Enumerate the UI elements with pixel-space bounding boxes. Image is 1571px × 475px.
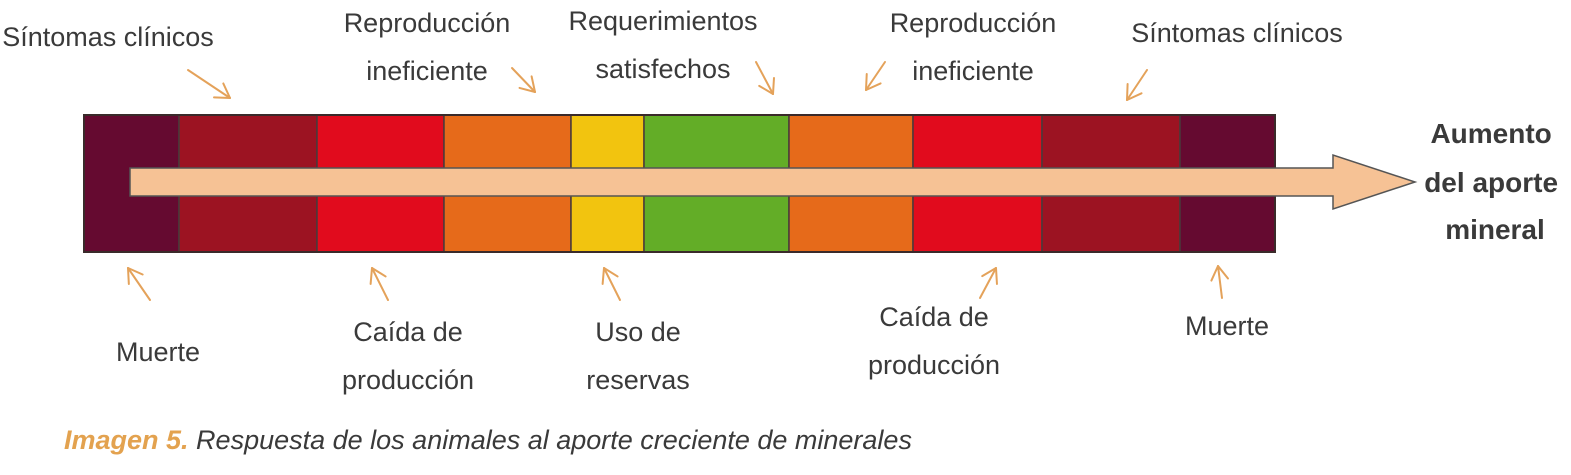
figure-caption: Imagen 5. Respuesta de los animales al a…	[64, 425, 912, 456]
top-label-line: ineficiente	[912, 56, 1034, 86]
bottom-label: Muerte	[1185, 311, 1269, 341]
arrow-label-line-2: del aporte	[1424, 167, 1558, 198]
arrow-label-line-3: mineral	[1445, 214, 1545, 245]
top-label-line: satisfechos	[595, 54, 730, 84]
pointer-arrows	[127, 61, 1229, 301]
bottom-label-line: reservas	[586, 365, 690, 395]
bottom-label-line: Muerte	[116, 337, 200, 367]
pointer-arrow	[187, 69, 231, 99]
pointer-arrow	[369, 267, 389, 301]
pointer-arrow	[1210, 265, 1229, 299]
bottom-label-line: Uso de	[595, 317, 681, 347]
increase-arrow	[129, 153, 1418, 211]
top-label: Síntomas clínicos	[1131, 18, 1343, 48]
bottom-label-line: producción	[342, 365, 474, 395]
top-label-line: Reproducción	[344, 8, 511, 38]
top-label-line: Síntomas clínicos	[2, 22, 214, 52]
bottom-label: Caída de producción	[868, 302, 1000, 380]
bottom-label-line: Muerte	[1185, 311, 1269, 341]
top-label: Requerimientos satisfechos	[568, 6, 757, 84]
bottom-label-line: Caída de	[879, 302, 989, 332]
top-label-line: Síntomas clínicos	[1131, 18, 1343, 48]
bottom-label: Muerte	[116, 337, 200, 367]
pointer-arrow	[127, 267, 151, 301]
top-label: Síntomas clínicos	[2, 22, 214, 52]
top-label: Reproducción ineficiente	[890, 8, 1057, 86]
caption-text: Respuesta de los animales al aporte crec…	[188, 425, 912, 455]
bottom-label-line: Caída de	[353, 317, 463, 347]
bottom-label: Caída de producción	[342, 317, 474, 395]
pointer-arrow	[979, 267, 998, 299]
arrow-label-line-1: Aumento	[1430, 118, 1551, 149]
pointer-arrow	[755, 61, 775, 95]
pointer-arrow	[601, 267, 621, 301]
bottom-label: Uso de reservas	[586, 317, 690, 395]
pointer-arrow	[1126, 69, 1148, 101]
bottom-label-line: producción	[868, 350, 1000, 380]
top-label-line: Requerimientos	[568, 6, 757, 36]
mineral-response-diagram: Síntomas clínicos Reproducción ineficiente…	[2, 6, 1566, 395]
pointer-arrow	[865, 61, 886, 91]
arrow-label: Aumento del aporte mineral	[1424, 118, 1566, 245]
caption-label: Imagen 5.	[64, 425, 189, 455]
top-label-line: Reproducción	[890, 8, 1057, 38]
labels: Síntomas clínicos Reproducción ineficiente…	[2, 6, 1343, 395]
pointer-arrow	[511, 67, 536, 93]
top-label: Reproducción ineficiente	[344, 8, 511, 86]
top-label-line: ineficiente	[366, 56, 488, 86]
